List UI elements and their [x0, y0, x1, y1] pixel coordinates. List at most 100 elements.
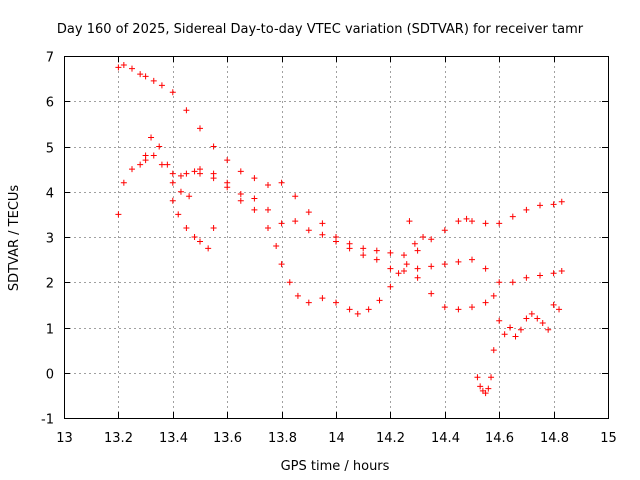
- data-point: [469, 256, 475, 263]
- data-point: [251, 175, 258, 182]
- data-point: [558, 198, 565, 205]
- data-point: [210, 224, 217, 231]
- data-point: [558, 267, 565, 274]
- data-point: [401, 267, 407, 274]
- data-point: [496, 220, 503, 227]
- y-axis-ticks: -1 0 1 2 3 4 5 6 7: [41, 51, 608, 428]
- data-point: [528, 310, 535, 317]
- data-point: [333, 238, 339, 245]
- x-tick-label: 14: [328, 431, 345, 446]
- data-point: [523, 206, 530, 213]
- data-point: [482, 299, 489, 306]
- data-point: [177, 172, 184, 179]
- x-axis-ticks: 13 13.2 13.4 13.6 13.8 14 14.2 14.4 14.6 14.8 15: [56, 56, 617, 446]
- data-point: [550, 201, 557, 208]
- y-tick-label: 4: [46, 187, 54, 202]
- data-point: [169, 89, 176, 96]
- data-point: [455, 218, 462, 225]
- data-point: [158, 82, 165, 89]
- data-point: [150, 77, 157, 84]
- series-track-d: [169, 197, 217, 252]
- data-point: [164, 161, 171, 168]
- x-tick-label: 15: [600, 431, 617, 446]
- data-point: [387, 265, 394, 272]
- data-point: [477, 383, 484, 390]
- x-tick-label: 13.6: [213, 431, 242, 446]
- data-point: [305, 299, 312, 306]
- data-point: [148, 134, 155, 141]
- data-point: [129, 65, 135, 72]
- y-tick-label: 3: [46, 232, 54, 247]
- y-tick-label: 5: [46, 142, 54, 157]
- data-point: [490, 292, 497, 299]
- data-points: [115, 62, 565, 397]
- data-point: [183, 170, 190, 177]
- grid: [64, 56, 608, 418]
- data-point: [292, 218, 299, 225]
- data-point: [319, 295, 326, 302]
- data-point: [545, 326, 552, 333]
- data-point: [463, 215, 470, 222]
- data-point: [265, 181, 271, 188]
- series-track-g: [490, 301, 563, 354]
- data-point: [346, 306, 353, 313]
- data-point: [373, 247, 380, 254]
- data-point: [550, 301, 557, 308]
- data-point: [305, 209, 312, 216]
- data-point: [441, 261, 448, 268]
- data-point: [354, 310, 361, 317]
- data-point: [115, 64, 122, 71]
- x-tick-label: 14.4: [431, 431, 460, 446]
- data-point: [333, 299, 339, 306]
- data-point: [512, 333, 519, 340]
- data-point: [286, 279, 293, 286]
- x-axis-label: GPS time / hours: [281, 459, 390, 474]
- data-point: [537, 202, 543, 209]
- series-track-c: [142, 134, 497, 317]
- data-point: [501, 331, 508, 338]
- data-point: [210, 143, 217, 150]
- data-point: [183, 107, 190, 114]
- data-point: [169, 170, 176, 177]
- data-point: [411, 240, 418, 247]
- series-track-a: [115, 62, 565, 259]
- data-point: [509, 279, 516, 286]
- data-point: [294, 292, 301, 299]
- x-tick-label: 14.6: [485, 431, 514, 446]
- data-point: [115, 211, 122, 218]
- data-point: [224, 157, 231, 164]
- data-point: [183, 224, 190, 231]
- data-point: [441, 304, 448, 311]
- data-point: [387, 283, 394, 290]
- data-point: [224, 179, 231, 186]
- data-point: [376, 297, 383, 304]
- data-point: [550, 270, 557, 277]
- data-point: [414, 247, 421, 254]
- data-point: [455, 258, 462, 265]
- data-point: [278, 261, 285, 268]
- data-point: [517, 326, 524, 333]
- data-point: [428, 290, 435, 297]
- data-point: [191, 168, 198, 175]
- data-point: [237, 197, 244, 204]
- data-point: [523, 274, 530, 281]
- data-point: [365, 306, 372, 313]
- data-point: [278, 220, 285, 227]
- data-point: [150, 152, 157, 159]
- data-point: [169, 179, 176, 186]
- data-point: [237, 191, 244, 198]
- data-point: [169, 197, 176, 204]
- data-point: [156, 143, 163, 150]
- data-point: [488, 374, 495, 381]
- data-point: [428, 236, 435, 243]
- data-point: [142, 152, 149, 159]
- data-point: [278, 179, 285, 186]
- x-tick-label: 13.2: [104, 431, 133, 446]
- data-point: [292, 193, 299, 200]
- y-tick-label: 0: [46, 368, 54, 383]
- data-point: [360, 252, 367, 259]
- data-point: [237, 168, 244, 175]
- y-tick-label: 6: [46, 96, 54, 111]
- data-point: [414, 265, 421, 272]
